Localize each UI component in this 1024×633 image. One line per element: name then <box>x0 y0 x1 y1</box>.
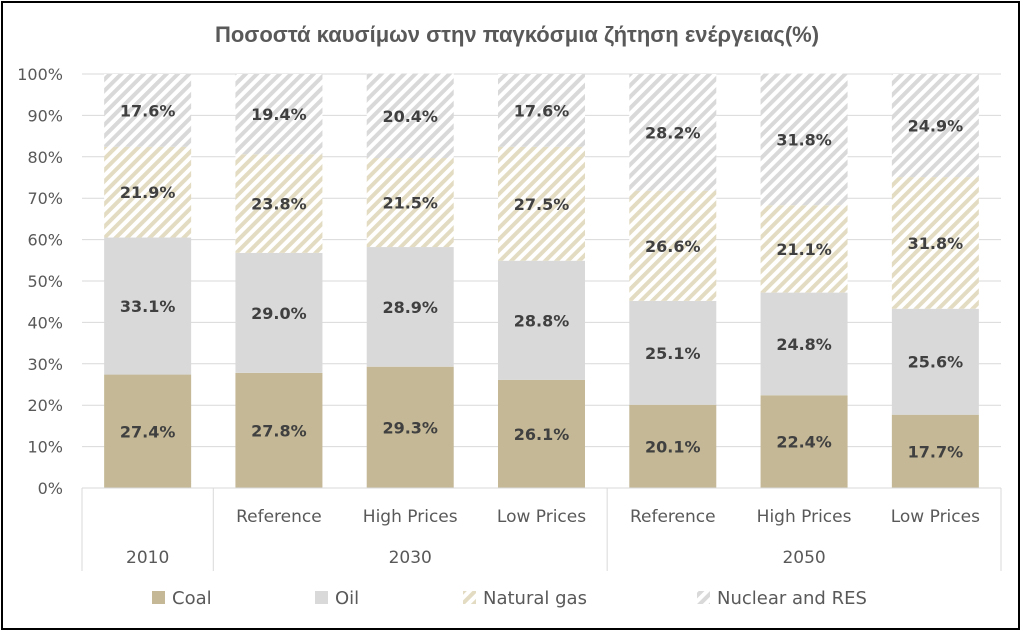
bar-segment-natural-gas <box>235 154 323 253</box>
legend-swatch <box>697 591 710 604</box>
y-tick-label: 50% <box>27 272 63 291</box>
chart-title: Ποσοστά καυσίμων στην παγκόσμια ζήτηση ε… <box>215 22 819 47</box>
legend-label: Nuclear and RES <box>717 588 867 609</box>
data-label: 26.1% <box>514 425 570 444</box>
y-tick-label: 60% <box>27 231 63 250</box>
data-label: 17.6% <box>514 101 570 120</box>
data-label: 29.3% <box>382 418 438 437</box>
x-group-label: 2030 <box>389 548 432 568</box>
bar-segment-nuclear-and-res <box>235 74 323 155</box>
y-tick-label: 10% <box>27 438 63 457</box>
bar-segment-natural-gas <box>498 146 585 261</box>
y-axis: 0% 10% 20% 30% 40% 50% 60% 70% 80% 90% 100% <box>17 65 63 498</box>
data-label: 25.1% <box>645 344 701 363</box>
x-category-label: High Prices <box>363 507 458 527</box>
y-tick-label: 40% <box>27 313 63 332</box>
bars <box>104 73 979 488</box>
y-tick-label: 0% <box>38 479 63 498</box>
bar-segment-coal <box>498 379 585 488</box>
bar-segment-coal <box>104 374 192 488</box>
legend: Coal Oil Natural gas Nuclear and RES <box>152 588 867 609</box>
data-label: 19.4% <box>251 105 307 124</box>
bar-segment-natural-gas <box>104 146 192 238</box>
x-category-label: Low Prices <box>891 507 980 527</box>
bar-segment-nuclear-and-res <box>498 74 585 147</box>
data-label: 17.6% <box>120 101 176 120</box>
bar-segment-oil <box>498 260 585 380</box>
bar-segment-coal <box>629 404 717 488</box>
data-label: 23.8% <box>251 195 307 214</box>
bar-segment-oil <box>760 292 848 396</box>
data-label: 22.4% <box>776 433 832 452</box>
data-label: 29.0% <box>251 304 307 323</box>
data-label: 33.1% <box>120 297 176 316</box>
y-tick-label: 20% <box>27 396 63 415</box>
data-label: 21.5% <box>382 194 438 213</box>
legend-label: Oil <box>335 588 359 609</box>
data-label: 27.4% <box>120 422 176 441</box>
bar-segment-oil <box>891 308 979 415</box>
bar-segment-nuclear-and-res <box>891 74 979 178</box>
data-label: 20.1% <box>645 437 701 456</box>
bar-segment-oil <box>104 237 192 375</box>
data-label: 28.8% <box>514 311 570 330</box>
x-group-label: 2050 <box>782 548 825 568</box>
x-group-label: 2010 <box>126 548 169 568</box>
legend-label: Natural gas <box>483 588 587 609</box>
y-tick-label: 90% <box>27 106 63 125</box>
data-label: 27.5% <box>514 195 570 214</box>
data-label: 28.9% <box>382 298 438 317</box>
legend-swatch <box>152 591 165 604</box>
bar-segment-coal <box>235 372 323 488</box>
data-labels: 27.4% 33.1% 21.9% 17.6% 27.8% 29.0% 23.8% 19.4%… <box>120 101 963 461</box>
bar-segment-natural-gas <box>629 190 717 301</box>
y-tick-label: 80% <box>27 148 63 167</box>
x-category-label: High Prices <box>757 507 852 527</box>
data-label: 24.9% <box>908 117 964 136</box>
data-label: 26.6% <box>645 237 701 256</box>
bar-segment-natural-gas <box>760 205 848 293</box>
x-category-label: Low Prices <box>497 507 586 527</box>
data-label: 24.8% <box>776 335 832 354</box>
bar-segment-oil <box>629 300 717 405</box>
bar-segment-nuclear-and-res <box>629 74 717 191</box>
data-label: 31.8% <box>776 130 832 149</box>
bar-segment-oil <box>235 252 323 373</box>
data-label: 21.9% <box>120 183 176 202</box>
bar-segment-coal <box>891 414 979 488</box>
data-label: 17.7% <box>908 442 964 461</box>
y-tick-label: 30% <box>27 355 63 374</box>
legend-label: Coal <box>172 588 212 609</box>
bar-segment-natural-gas <box>366 158 454 248</box>
x-category-label: Reference <box>630 507 716 527</box>
data-label: 20.4% <box>382 107 438 126</box>
bar-segment-nuclear-and-res <box>760 73 848 206</box>
data-label: 31.8% <box>908 234 964 253</box>
bar-segment-coal <box>366 366 454 488</box>
legend-swatch <box>315 591 328 604</box>
bar-segment-natural-gas <box>891 177 979 309</box>
data-label: 25.6% <box>908 353 964 372</box>
y-tick-label: 100% <box>17 65 63 84</box>
bar-segment-coal <box>760 395 848 488</box>
data-label: 27.8% <box>251 421 307 440</box>
bar-segment-oil <box>366 247 454 367</box>
data-label: 21.1% <box>776 240 832 259</box>
y-tick-label: 70% <box>27 189 63 208</box>
x-category-label: Reference <box>236 507 322 527</box>
data-label: 28.2% <box>645 123 701 142</box>
x-axis: Reference High Prices Low Prices Reference H… <box>81 487 1002 571</box>
bar-segment-nuclear-and-res <box>104 74 192 147</box>
legend-swatch <box>463 591 476 604</box>
bar-segment-nuclear-and-res <box>366 73 454 159</box>
